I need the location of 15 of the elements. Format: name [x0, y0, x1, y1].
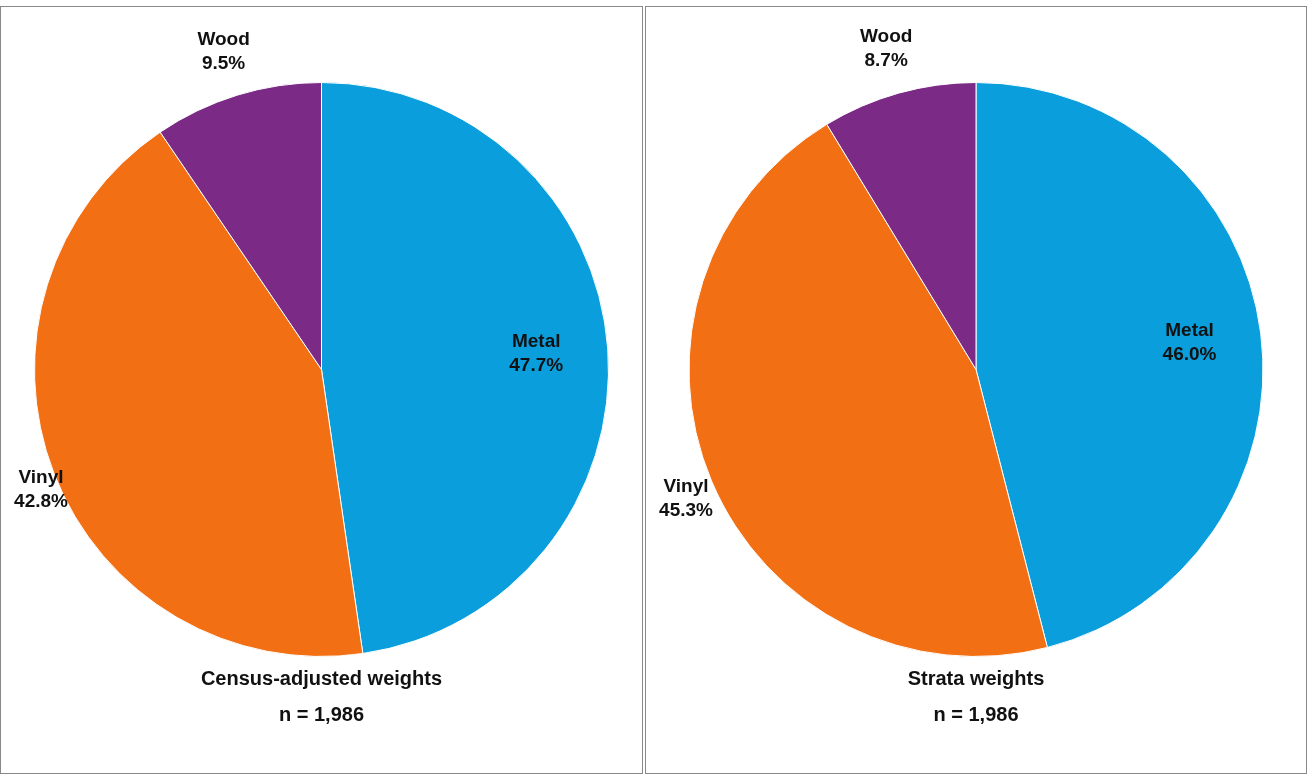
text: Census-adjusted weights: [199, 667, 444, 690]
data-label: 9.5%: [201, 51, 246, 73]
data-label: 42.8%: [14, 490, 69, 512]
data-label: 46.0%: [1162, 342, 1217, 364]
data-label: 8.7%: [864, 49, 908, 71]
text: Strata weights: [906, 667, 1046, 690]
text: n = 1,986: [932, 703, 1020, 726]
slice-label: Vinyl: [663, 475, 709, 497]
slice-label: Metal: [1165, 318, 1214, 340]
slice-label: Metal: [511, 330, 561, 352]
data-label: 45.3%: [659, 499, 714, 521]
text: n = 1,986: [277, 703, 366, 726]
slice-label: Wood: [197, 27, 250, 49]
data-label: 47.7%: [509, 354, 564, 376]
slice-label: Wood: [859, 25, 913, 47]
